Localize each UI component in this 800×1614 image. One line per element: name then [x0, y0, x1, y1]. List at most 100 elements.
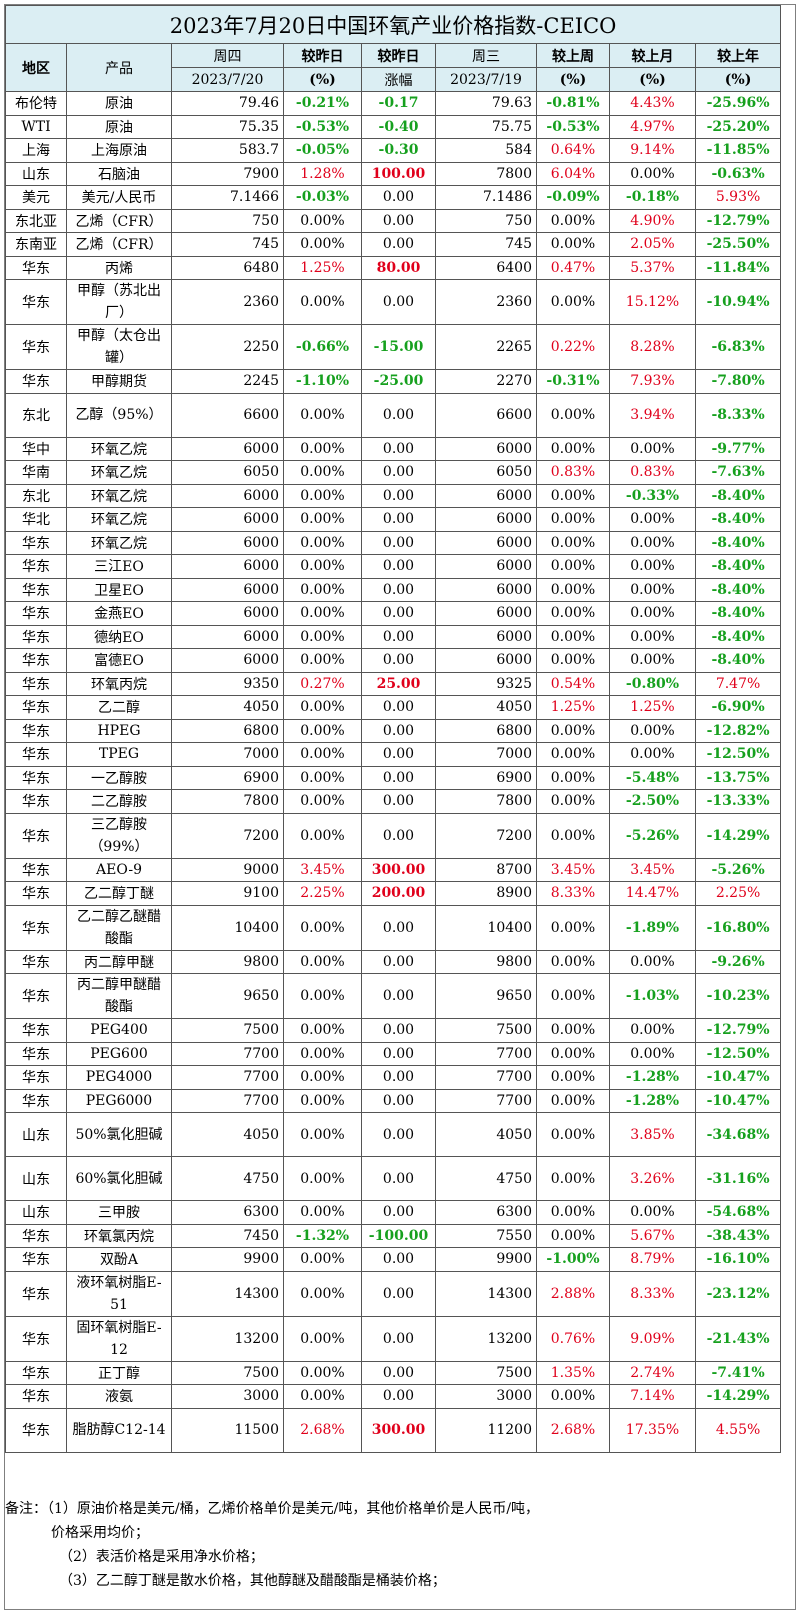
day-pct-cell: -0.05% [283, 138, 362, 163]
day-change-cell: 0.00 [361, 1041, 436, 1066]
month-pct-cell: 7.14% [609, 1384, 696, 1409]
day-pct-cell: 0.00% [283, 232, 362, 257]
week-pct-cell: 0.83% [536, 460, 610, 485]
day-pct-cell: 0.00% [283, 460, 362, 485]
week-pct-cell: 0.00% [536, 624, 610, 649]
year-pct-cell: -8.40% [694, 624, 782, 649]
year-pct-cell: -12.79% [694, 208, 782, 233]
day-pct-cell: 0.00% [283, 1315, 362, 1362]
table-row: 华东 正丁醇 7500 0.00% 0.00 7500 1.35% 2.74% -7.41% [5, 1360, 782, 1385]
product-cell: 60%氯化胆碱 [66, 1156, 172, 1201]
month-pct-cell: 0.00% [609, 624, 696, 649]
product-cell: 甲醇期货 [66, 369, 172, 394]
month-pct-cell: 0.00% [609, 1041, 696, 1066]
week-pct-cell: 0.00% [536, 718, 610, 743]
product-cell: TPEG [66, 742, 172, 767]
product-cell: 液氨 [66, 1384, 172, 1409]
month-pct-cell: -0.80% [609, 671, 696, 696]
region-cell: 华东 [5, 601, 67, 626]
wed-price-cell: 6000 [435, 554, 537, 579]
wed-price-cell: 7800 [435, 161, 537, 186]
thu-price-cell: 9650 [171, 973, 284, 1019]
week-pct-cell: 0.00% [536, 973, 610, 1019]
year-pct-cell: -12.50% [694, 742, 782, 767]
wed-price-cell: 7700 [435, 1088, 537, 1113]
thu-price-cell: 7800 [171, 789, 284, 814]
day-change-cell: 0.00 [361, 279, 436, 325]
product-cell: 环氧乙烷 [66, 483, 172, 508]
table-row: 华东 AEO-9 9000 3.45% 300.00 8700 3.45% 3.45% -5.2… [5, 857, 782, 882]
region-cell: 华东 [5, 671, 67, 696]
region-cell: 美元 [5, 185, 67, 210]
wed-price-cell: 79.63 [435, 91, 537, 116]
header-vs-month: 较上月 [609, 43, 696, 68]
year-pct-cell: -25.20% [694, 114, 782, 139]
product-cell: 卫星EO [66, 577, 172, 602]
year-pct-cell: 2.25% [694, 881, 782, 906]
region-cell: 山东 [5, 161, 67, 186]
thu-price-cell: 6800 [171, 718, 284, 743]
day-pct-cell: 0.00% [283, 742, 362, 767]
region-cell: 华东 [5, 1315, 67, 1362]
day-pct-cell: 0.27% [283, 671, 362, 696]
week-pct-cell: 2.68% [536, 1407, 610, 1453]
day-pct-cell: 1.25% [283, 255, 362, 280]
year-pct-cell: -13.33% [694, 789, 782, 814]
product-cell: PEG4000 [66, 1065, 172, 1090]
day-pct-cell: 0.00% [283, 577, 362, 602]
thu-price-cell: 9350 [171, 671, 284, 696]
day-change-cell: 0.00 [361, 973, 436, 1019]
day-change-cell: -0.17 [361, 91, 436, 116]
wed-price-cell: 584 [435, 138, 537, 163]
day-pct-cell: 0.00% [283, 208, 362, 233]
day-pct-cell: 0.00% [283, 1041, 362, 1066]
week-pct-cell: 0.00% [536, 436, 610, 461]
day-change-cell: 0.00 [361, 624, 436, 649]
month-pct-cell: 0.00% [609, 949, 696, 974]
wed-price-cell: 6800 [435, 718, 537, 743]
product-cell: 环氧乙烷 [66, 436, 172, 461]
page-title: 2023年7月20日中国环氧产业价格指数-CEICO [4, 5, 782, 44]
region-cell: 布伦特 [5, 91, 67, 116]
thu-price-cell: 6000 [171, 483, 284, 508]
year-pct-cell: -34.68% [694, 1112, 782, 1157]
week-pct-cell: 0.00% [536, 1018, 610, 1043]
year-pct-cell: -10.23% [694, 973, 782, 1019]
product-cell: 上海原油 [66, 138, 172, 163]
month-pct-cell: 8.28% [609, 324, 696, 370]
region-cell: 华东 [5, 1065, 67, 1090]
thu-price-cell: 6000 [171, 530, 284, 555]
product-cell: 金燕EO [66, 601, 172, 626]
day-change-cell: 0.00 [361, 1315, 436, 1362]
table-row: 华东 环氧乙烷 6000 0.00% 0.00 6000 0.00% 0.00% -8.40% [5, 530, 782, 555]
table-row: 华东 三江EO 6000 0.00% 0.00 6000 0.00% 0.00% -8.40% [5, 554, 782, 579]
thu-price-cell: 4050 [171, 695, 284, 720]
day-change-cell: 100.00 [361, 161, 436, 186]
day-pct-cell: 0.00% [283, 1112, 362, 1157]
thu-price-cell: 7200 [171, 812, 284, 859]
year-pct-cell: -8.40% [694, 483, 782, 508]
region-cell: 华东 [5, 904, 67, 951]
week-pct-cell: 0.00% [536, 648, 610, 673]
product-cell: 环氧氯丙烷 [66, 1223, 172, 1248]
wed-price-cell: 750 [435, 208, 537, 233]
day-change-cell: 0.00 [361, 483, 436, 508]
product-cell: 脂肪醇C12-14 [66, 1407, 172, 1453]
wed-price-cell: 7500 [435, 1360, 537, 1385]
year-pct-cell: -11.84% [694, 255, 782, 280]
day-pct-cell: -0.66% [283, 324, 362, 370]
month-pct-cell: 9.09% [609, 1315, 696, 1362]
table-row: 华东 乙二醇 4050 0.00% 0.00 4050 1.25% 1.25% -6.90% [5, 695, 782, 720]
product-cell: 环氧丙烷 [66, 671, 172, 696]
header-pct-year: (%) [694, 67, 782, 92]
table-row: 东南亚 乙烯（CFR） 745 0.00% 0.00 745 0.00% 2.05% -25.5… [5, 232, 782, 257]
year-pct-cell: -10.47% [694, 1065, 782, 1090]
thu-price-cell: 9800 [171, 949, 284, 974]
note-line: （2）表活价格是采用净水价格； [59, 1549, 264, 1565]
wed-price-cell: 745 [435, 232, 537, 257]
table-row: 华东 一乙醇胺 6900 0.00% 0.00 6900 0.00% -5.48% -13.75… [5, 765, 782, 790]
table-row: 华东 乙二醇丁醚 9100 2.25% 200.00 8900 8.33% 14.47% 2.2… [5, 881, 782, 906]
wed-price-cell: 6400 [435, 255, 537, 280]
thu-price-cell: 7500 [171, 1360, 284, 1385]
region-cell: 华东 [5, 1041, 67, 1066]
